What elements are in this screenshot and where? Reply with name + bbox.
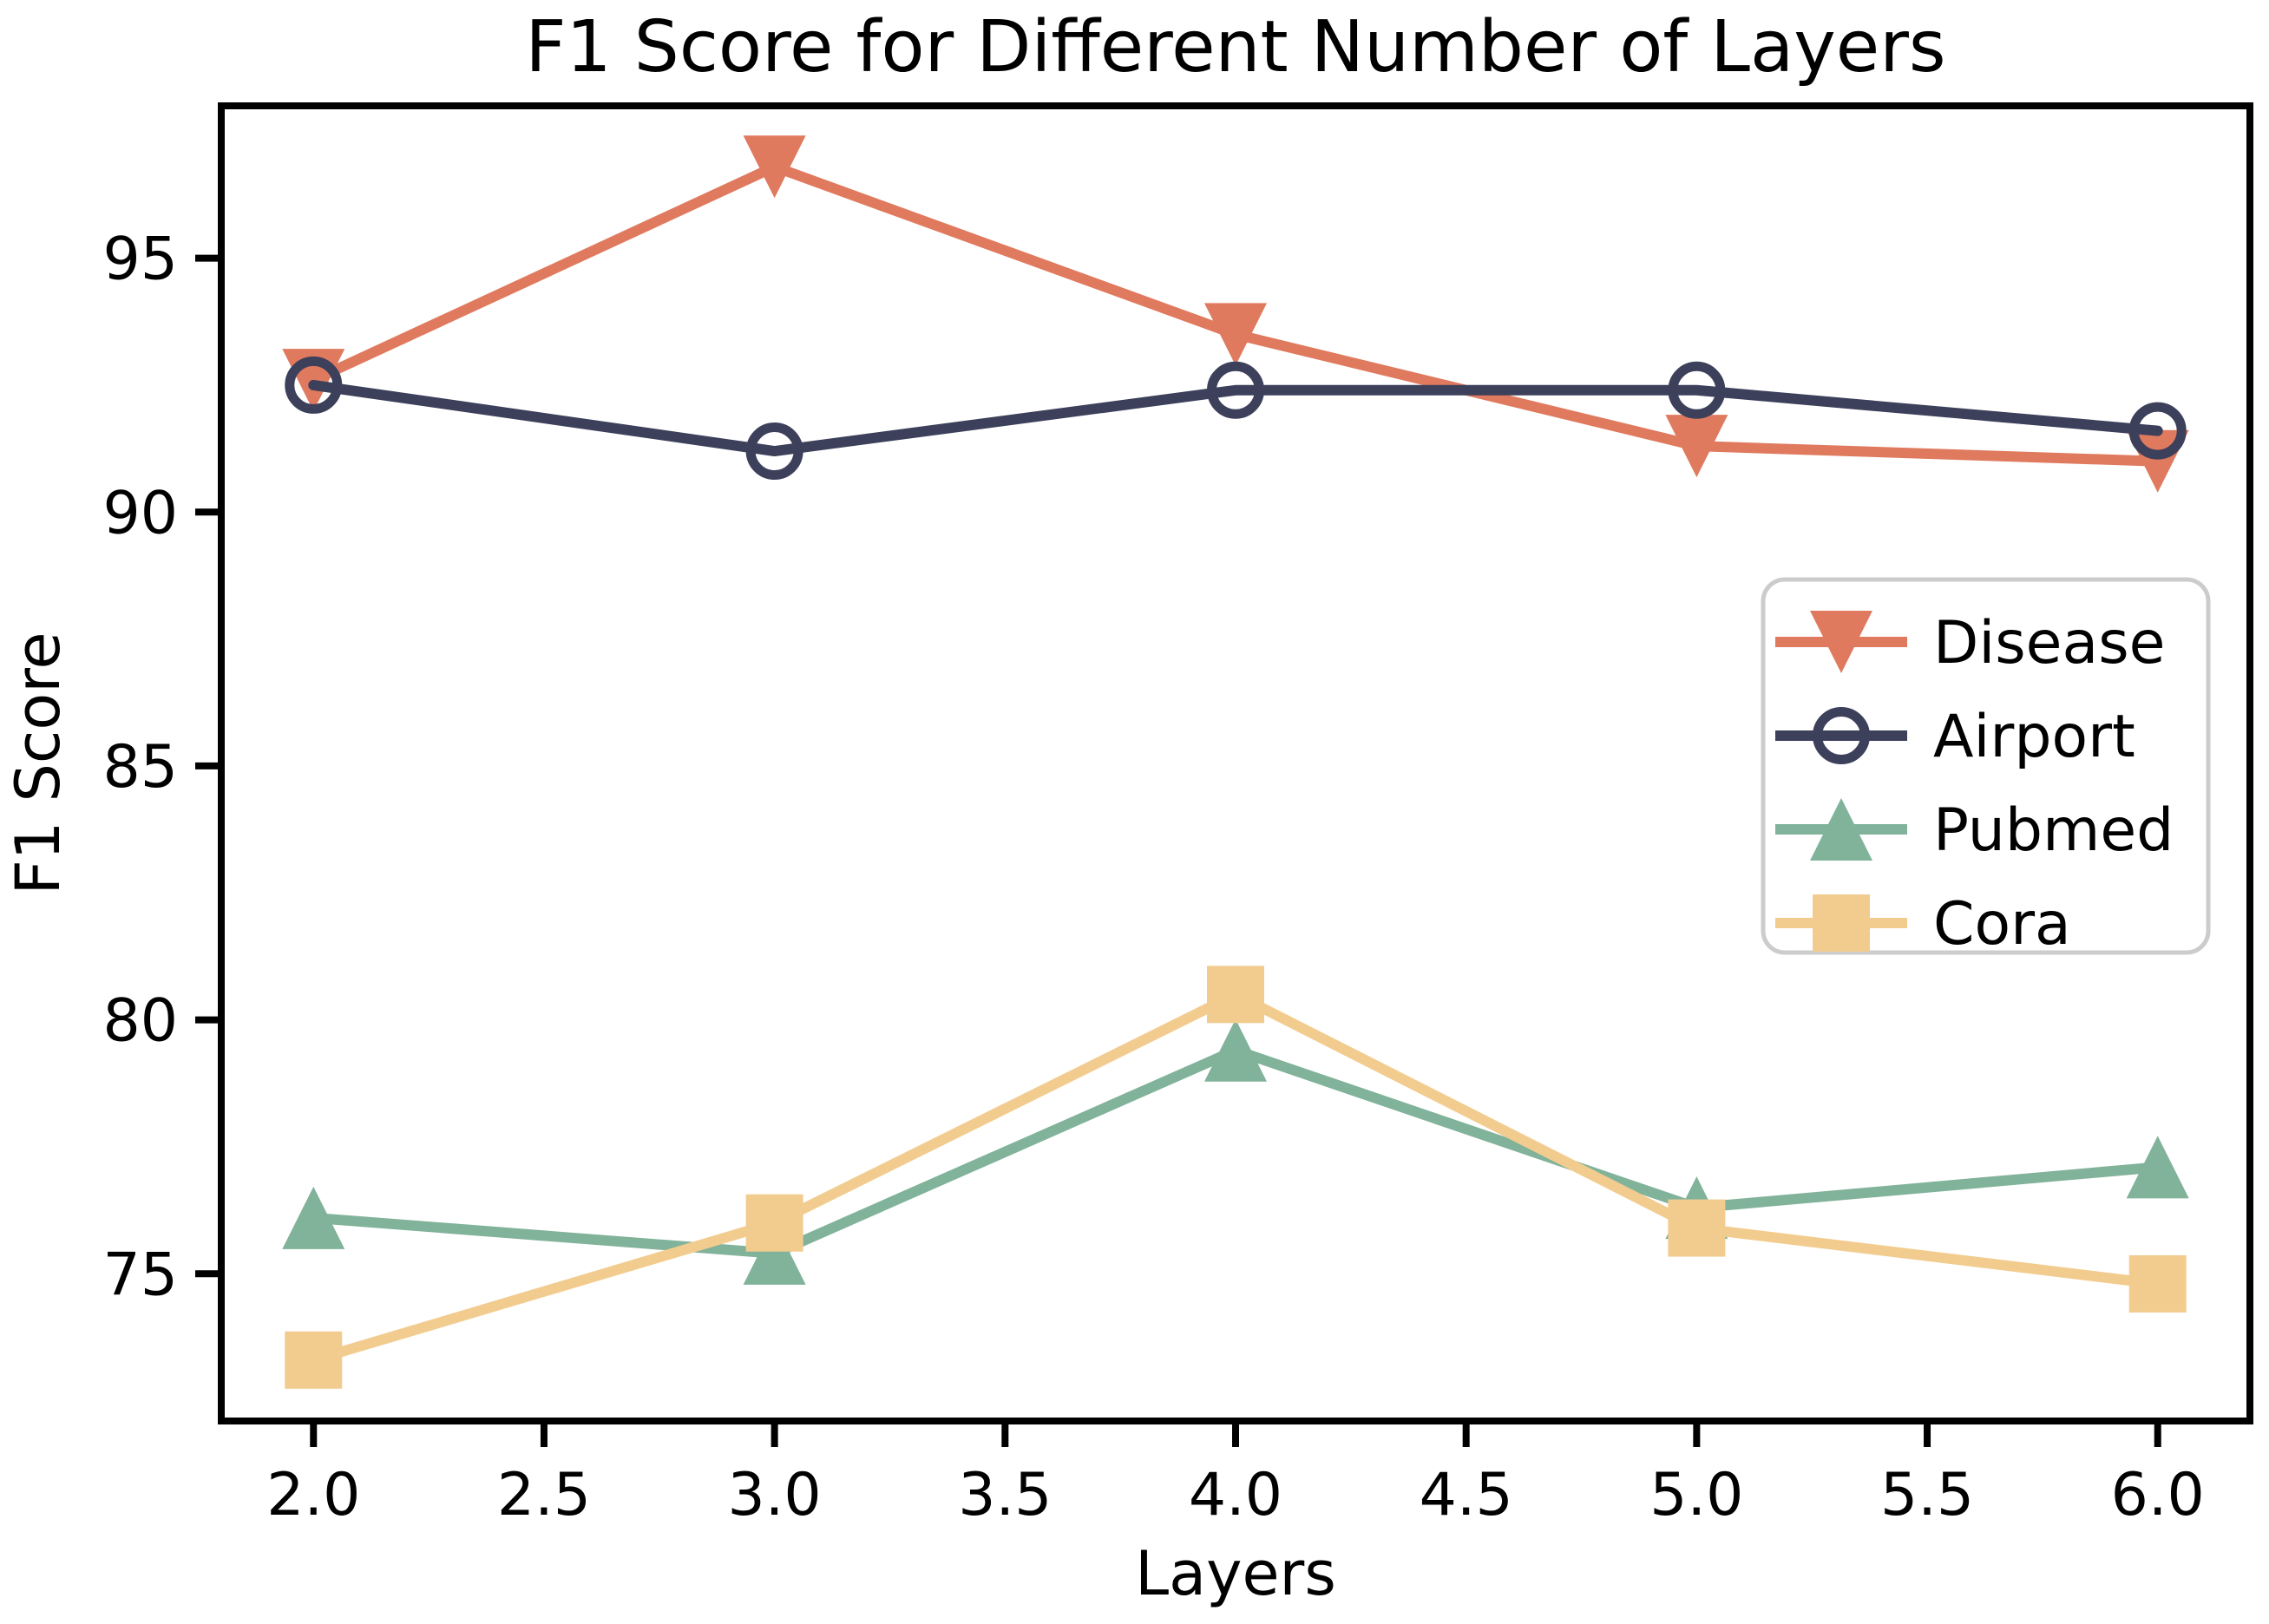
- axes-layer: 2.0 2.5 3.0 3.5 4.0 4.5 5.0 5.5 6.0 75 80 85 90 95: [102, 102, 2253, 1529]
- legend-label-airport: Airport: [1933, 703, 2135, 771]
- disease-point-1-marker-triangle-down-icon: [743, 135, 806, 199]
- pubmed-point-2-marker-triangle-up-icon: [1204, 1018, 1267, 1082]
- legend-item-cora: Cora: [1775, 890, 2071, 959]
- y-tick-label: 85: [102, 733, 178, 802]
- y-tick-label: 75: [102, 1241, 178, 1309]
- legend-label-cora: Cora: [1933, 890, 2071, 959]
- cora-point-3-marker-square-icon: [1668, 1199, 1726, 1257]
- legend-label-disease: Disease: [1933, 609, 2165, 678]
- x-tick-label: 2.5: [497, 1461, 591, 1529]
- airport-point-3-marker-circle-icon: [1668, 361, 1726, 419]
- pubmed-point-0-marker-triangle-up-icon: [282, 1186, 345, 1249]
- disease-point-3-marker-triangle-down-icon: [1665, 415, 1728, 478]
- legend-label-pubmed: Pubmed: [1933, 796, 2174, 865]
- airport-point-1-marker-circle-icon: [745, 422, 803, 481]
- legend-pubmed-marker-triangle-up-icon: [1810, 798, 1872, 861]
- series-layer: [282, 135, 2189, 1389]
- cora-point-4-marker-square-icon: [2128, 1254, 2187, 1313]
- x-tick-label: 3.5: [958, 1461, 1052, 1529]
- y-tick-label: 90: [102, 479, 178, 547]
- series-disease: [282, 135, 2189, 493]
- series-airport: [285, 356, 2187, 481]
- cora-point-1-marker-square-icon: [745, 1194, 803, 1252]
- legend-disease-marker-triangle-down-icon: [1810, 611, 1872, 673]
- legend-item-pubmed: Pubmed: [1775, 796, 2174, 865]
- legend: Disease Airport Pubmed Cora: [1761, 577, 2211, 959]
- legend-cora-marker-square-icon: [1813, 894, 1870, 952]
- x-tick-label: 6.0: [2111, 1461, 2205, 1529]
- legend-item-airport: Airport: [1775, 703, 2135, 771]
- x-axis-label: Layers: [1135, 1538, 1336, 1609]
- airport-point-0-marker-circle-icon: [285, 356, 343, 414]
- disease-point-2-marker-triangle-down-icon: [1204, 303, 1267, 366]
- y-axis-label: F1 Score: [3, 632, 74, 894]
- x-tick-label: 2.0: [266, 1461, 360, 1529]
- x-tick-label: 5.5: [1880, 1461, 1974, 1529]
- legend-box: [1761, 577, 2211, 955]
- legend-airport-marker-circle-icon: [1813, 707, 1870, 764]
- airport-point-2-marker-circle-icon: [1207, 361, 1264, 419]
- x-tick-label: 5.0: [1649, 1461, 1743, 1529]
- cora-point-0-marker-square-icon: [285, 1331, 343, 1389]
- y-tick-label: 80: [102, 987, 178, 1056]
- legend-item-disease: Disease: [1775, 609, 2165, 678]
- x-tick-label: 4.5: [1420, 1461, 1513, 1529]
- cora-point-2-marker-square-icon: [1207, 966, 1264, 1024]
- x-tick-label: 3.0: [728, 1461, 822, 1529]
- series-cora: [285, 966, 2187, 1389]
- series-line-airport: [308, 379, 2163, 457]
- pubmed-point-4-marker-triangle-up-icon: [2126, 1136, 2189, 1199]
- airport-point-4-marker-circle-icon: [2128, 402, 2187, 460]
- chart-title: F1 Score for Different Number of Layers: [525, 6, 1945, 88]
- series-pubmed: [282, 1018, 2189, 1285]
- y-tick-label: 95: [102, 226, 178, 294]
- x-tick-label: 4.0: [1189, 1461, 1282, 1529]
- pubmed-point-1-marker-triangle-up-icon: [743, 1221, 806, 1285]
